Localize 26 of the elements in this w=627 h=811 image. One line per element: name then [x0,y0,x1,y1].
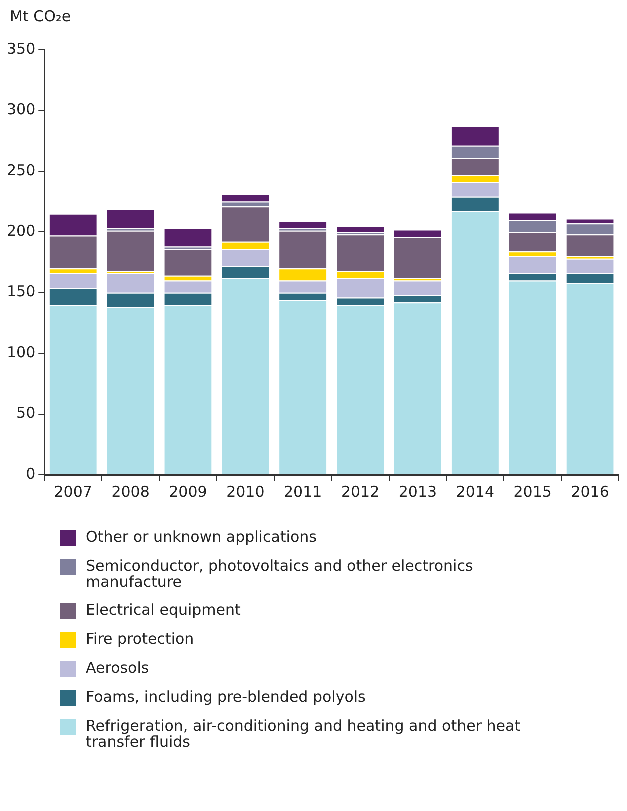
x-tick-label: 2010 [226,482,265,501]
x-tick-label: 2009 [169,482,208,501]
x-tick-label: 2016 [571,482,610,501]
y-tick-label: 250 [6,161,36,180]
y-tick-label: 300 [6,100,36,119]
legend-label: Electrical equipment [86,601,241,619]
x-tick-label: 2015 [514,482,552,501]
legend-label: Semiconductor, photovoltaics and other electronics manufacture [86,557,474,591]
y-tick-label: 100 [6,343,36,362]
y-tick-label: 200 [6,222,36,240]
x-tick-label: 2013 [398,482,438,501]
x-tick-label: 2012 [341,482,380,501]
x-tick-label: 2014 [456,482,494,501]
y-tick-label: 350 [6,40,36,58]
x-tick-label: 2011 [284,482,322,501]
x-tick-label: 2008 [112,482,150,501]
legend-label: Aerosols [86,659,150,677]
y-tick-label: 0 [26,464,36,483]
legend-label: Foams, including pre-blended polyols [86,688,366,706]
y-tick-label: 50 [16,404,36,422]
y-tick-label: 150 [6,282,36,301]
x-tick-label: 2007 [54,482,92,501]
legend-label: Other or unknown applications [86,528,317,546]
y-axis-title: Mt CO₂e [10,7,72,26]
legend-label: Fire protection [86,630,194,648]
legend-label: Refrigeration, air-conditioning and heating and other heat transfer fluids [86,717,522,751]
